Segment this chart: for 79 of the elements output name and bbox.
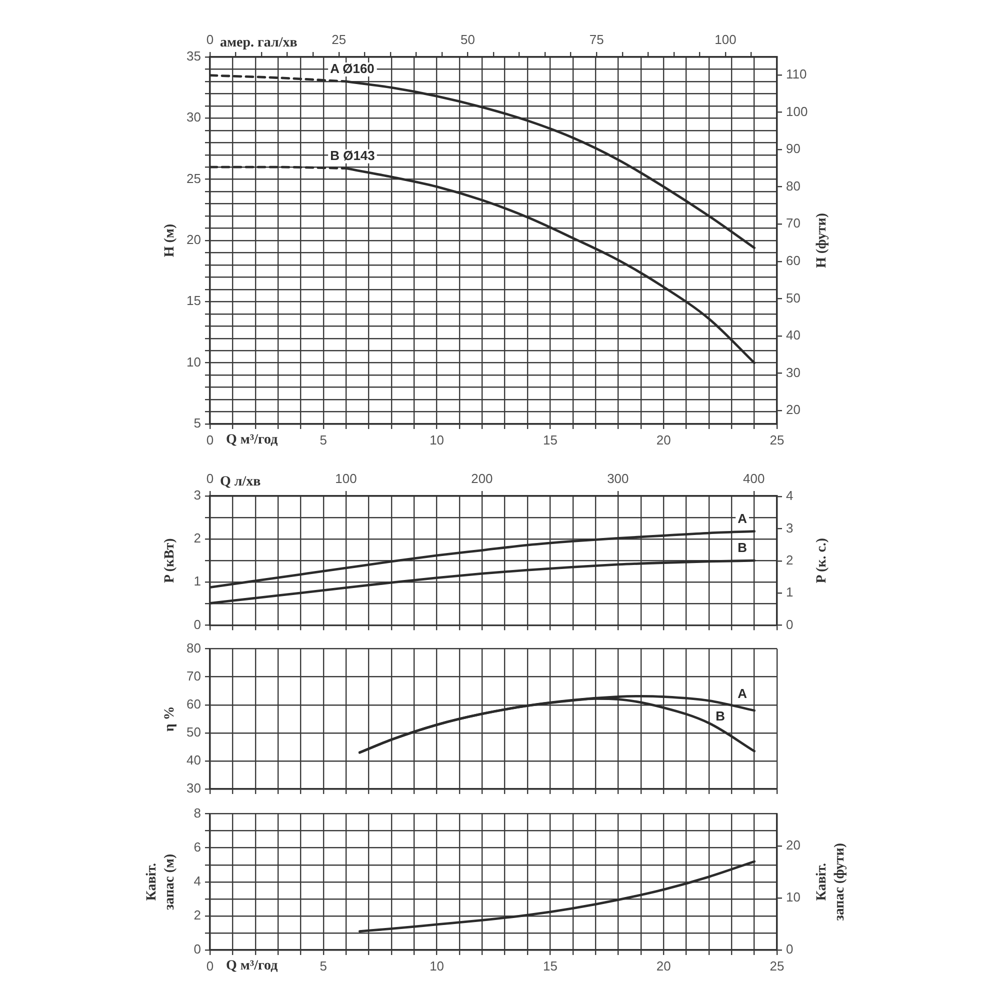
- x-axis-title: Q м³/год: [226, 958, 278, 974]
- x2-tick-label: 50: [460, 32, 475, 47]
- y2-tick-label: 40: [786, 328, 800, 343]
- x-tick-label: 5: [320, 432, 328, 448]
- y-tick-label: 80: [186, 640, 201, 656]
- y-tick-label: 3: [194, 488, 201, 503]
- y-tick-label: 40: [186, 752, 201, 768]
- x-tick-label: 0: [206, 958, 214, 974]
- x2-tick-label: 400: [743, 470, 765, 486]
- y-axis-title: P (кВт): [162, 538, 178, 584]
- x-tick-label: 10: [430, 432, 444, 448]
- y2-axis-title: H (фути): [814, 212, 830, 268]
- y-tick-label: 6: [194, 839, 201, 854]
- x2-tick-label: 200: [471, 470, 493, 486]
- x-tick-label: 20: [656, 958, 671, 974]
- y2-tick-label: 2: [786, 552, 794, 568]
- y2-tick-label: 10: [786, 890, 800, 905]
- y2-tick-label: 0: [786, 616, 794, 632]
- y-tick-label: 2: [194, 908, 201, 923]
- y-tick-label: 30: [186, 110, 201, 125]
- y2-tick-label: 70: [786, 216, 800, 231]
- x2-tick-label: 100: [335, 470, 357, 486]
- x2-tick-label: 300: [607, 470, 629, 486]
- y2-tick-label: 50: [786, 290, 800, 306]
- x2-tick-label: 0: [206, 470, 214, 486]
- y-axis-title: H (м): [162, 224, 178, 258]
- y2-tick-label: 3: [786, 520, 794, 536]
- y2-tick-label: 30: [786, 364, 800, 380]
- y2-tick-label: 1: [786, 584, 794, 600]
- y-tick-label: 20: [186, 232, 201, 248]
- y2-tick-label: 80: [786, 178, 800, 194]
- series-label: A Ø160: [330, 61, 374, 76]
- x2-axis-title: амер. гал/хв: [220, 36, 298, 51]
- x2-axis-title: Q л/хв: [220, 474, 262, 490]
- y-tick-label: 5: [194, 416, 201, 431]
- x-axis-title: Q м³/год: [226, 432, 278, 448]
- y-tick-label: 15: [186, 293, 201, 308]
- y-axis-title: Кавіт. запас (м): [144, 854, 178, 910]
- x-tick-label: 20: [656, 432, 671, 448]
- x2-tick-label: 100: [714, 32, 736, 47]
- y2-axis-title: P (к. с.): [814, 538, 830, 584]
- x2-tick-label: 25: [332, 32, 346, 47]
- y2-tick-label: 4: [786, 488, 794, 504]
- y2-tick-label: 100: [786, 104, 808, 119]
- x-tick-label: 5: [320, 958, 328, 974]
- series-label: B: [738, 540, 748, 556]
- x-tick-label: 25: [770, 958, 784, 974]
- x2-tick-label: 75: [589, 32, 604, 47]
- y-tick-label: 10: [186, 354, 201, 370]
- series-label: A: [738, 510, 748, 526]
- y2-tick-label: 110: [786, 66, 807, 82]
- x-tick-label: 25: [770, 432, 784, 448]
- y-tick-label: 0: [194, 942, 201, 957]
- y2-tick-label: 20: [786, 838, 800, 853]
- x-tick-label: 15: [542, 432, 558, 448]
- series-label: A: [738, 686, 748, 702]
- y-tick-label: 4: [194, 873, 201, 888]
- y-tick-label: 1: [194, 574, 201, 589]
- y-tick-label: 60: [186, 696, 201, 712]
- series-label: B: [716, 708, 726, 724]
- y-axis-title: η %: [162, 706, 178, 732]
- y-tick-label: 8: [194, 805, 201, 820]
- y2-tick-label: 90: [786, 141, 800, 156]
- y-tick-label: 30: [186, 780, 201, 796]
- x-tick-label: 10: [430, 958, 444, 974]
- y-tick-label: 70: [186, 668, 201, 684]
- y2-tick-label: 0: [786, 942, 794, 957]
- y2-axis-title: Кавіт. запас (фути): [814, 842, 848, 921]
- series-label: B Ø143: [330, 148, 375, 163]
- y-tick-label: 35: [186, 48, 201, 64]
- x2-tick-label: 0: [206, 32, 214, 47]
- x-tick-label: 0: [206, 432, 214, 448]
- y-tick-label: 2: [194, 530, 201, 546]
- y-tick-label: 25: [186, 170, 201, 186]
- y-tick-label: 50: [186, 724, 201, 740]
- y-tick-label: 0: [194, 616, 201, 632]
- x-tick-label: 15: [542, 958, 558, 974]
- y2-tick-label: 60: [786, 252, 800, 268]
- y2-tick-label: 20: [786, 402, 800, 418]
